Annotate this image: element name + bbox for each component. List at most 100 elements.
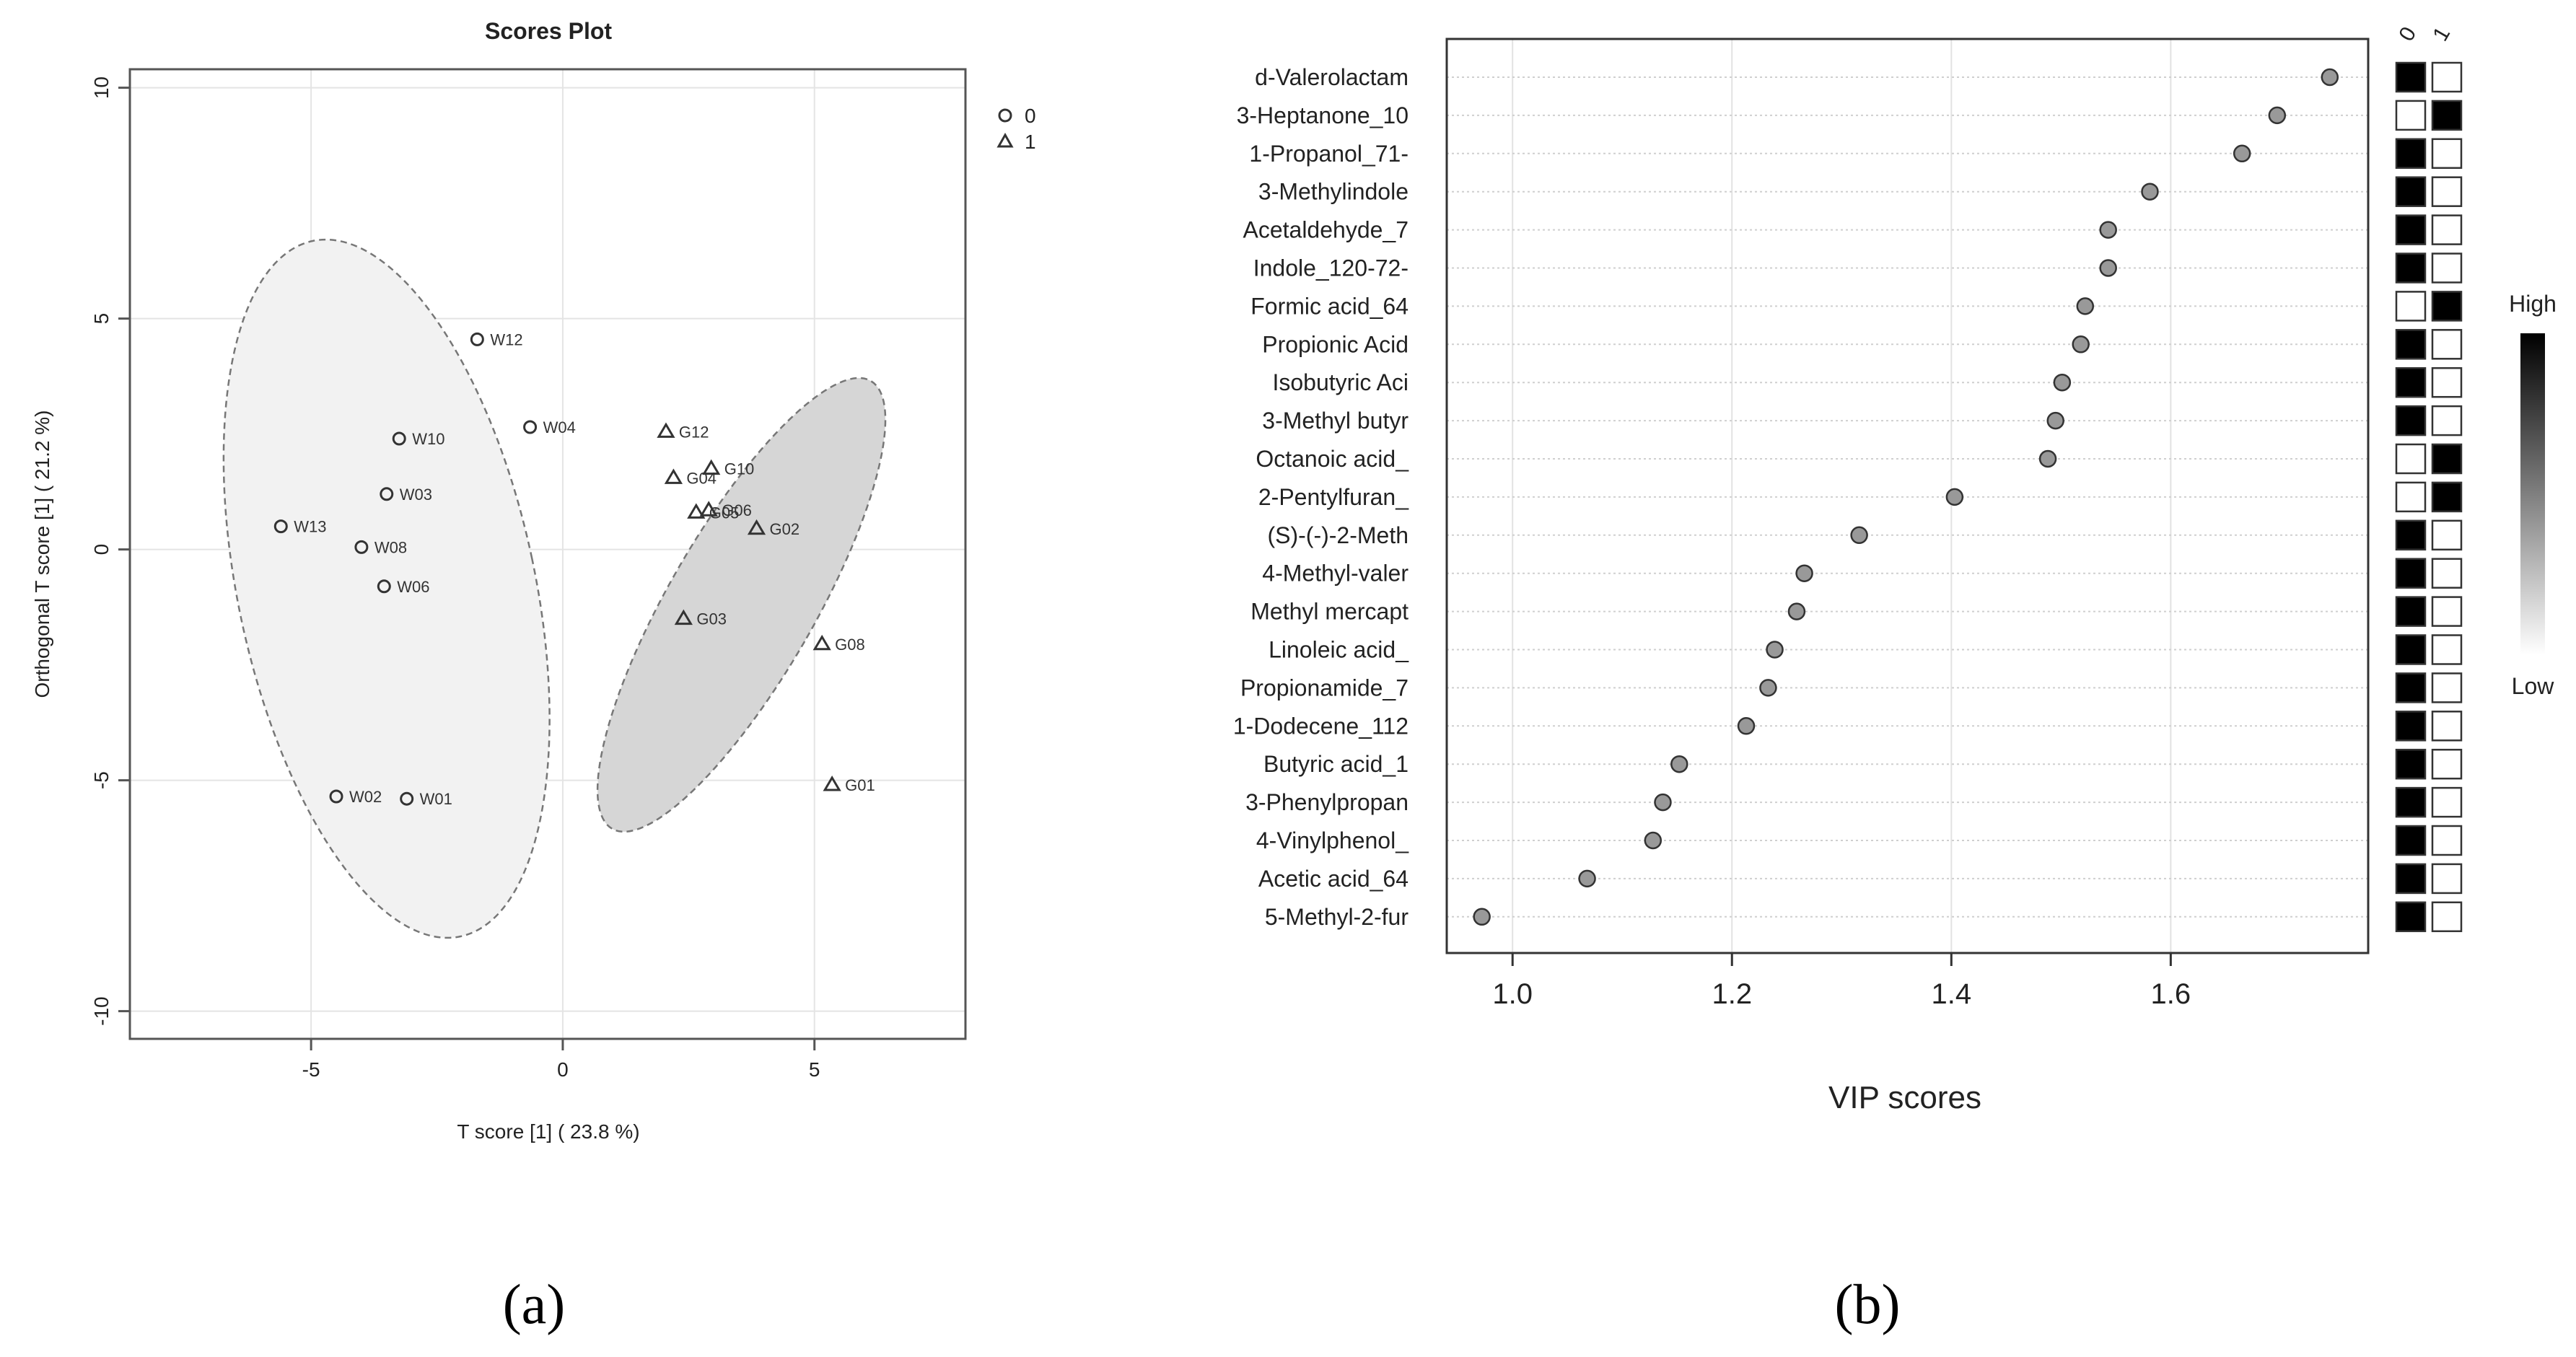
- heatmap-cell-group-1: [2431, 825, 2463, 856]
- vip-point: [1787, 602, 1806, 620]
- vip-x-axis: 1.0 1.2 1.4 1.6: [1492, 953, 2191, 1010]
- point-label-W04: W04: [543, 418, 576, 436]
- heatmap-cell-group-1: [2431, 901, 2463, 933]
- vip-point: [1759, 679, 1777, 697]
- heatmap-cell-group-0: [2395, 786, 2427, 818]
- vip-plot-panel: d-Valerolactam 3-Heptanone_10 1-Propanol_7…: [1233, 23, 2557, 1115]
- heatmap-cell-group-1: [2431, 176, 2463, 207]
- feature-label: Formic acid_64: [1250, 293, 1409, 319]
- point-label-G12: G12: [679, 423, 709, 441]
- scores-plot-frame: [128, 68, 967, 1040]
- vip-point: [2099, 259, 2117, 277]
- vip-point: [2076, 297, 2095, 315]
- vip-heatmap: [2395, 61, 2463, 933]
- legend-circle-symbol: [998, 108, 1012, 123]
- y-tick-label: 10: [90, 76, 113, 99]
- vip-point: [2099, 221, 2117, 239]
- heatmap-cell-group-1: [2431, 138, 2463, 170]
- feature-label: Methyl mercapt: [1250, 599, 1409, 625]
- heatmap-column-label-1: 1: [2428, 23, 2455, 45]
- y-tick-label: 5: [90, 313, 113, 325]
- heatmap-cell-group-0: [2395, 405, 2427, 436]
- point-label-G02: G02: [770, 520, 800, 538]
- point-W10: [392, 431, 406, 446]
- vip-point: [1670, 755, 1688, 773]
- x-tick-label: 1.4: [1932, 978, 1972, 1010]
- point-G06: [699, 501, 718, 517]
- point-W06: [377, 579, 391, 594]
- point-label-G06: G06: [722, 501, 752, 519]
- legend-label-1: 1: [1025, 131, 1036, 153]
- vip-point: [1945, 488, 1964, 506]
- confidence-ellipse-group-1: [596, 377, 887, 833]
- vip-point: [2046, 411, 2064, 430]
- colorbar-gradient: [2520, 333, 2545, 655]
- vip-point: [1654, 793, 1672, 812]
- panel-a-label: (a): [503, 1273, 566, 1335]
- heatmap-cell-group-1: [2431, 558, 2463, 589]
- heatmap-cell-group-0: [2395, 596, 2427, 627]
- heatmap-cell-group-1: [2431, 863, 2463, 895]
- heatmap-cell-group-1: [2431, 634, 2463, 665]
- heatmap-cell-group-1: [2431, 672, 2463, 703]
- legend-label-0: 0: [1025, 105, 1036, 127]
- heatmap-cell-group-1: [2431, 711, 2463, 742]
- point-label-G10: G10: [724, 460, 755, 478]
- vip-point: [2233, 144, 2251, 163]
- confidence-ellipse-group-0: [222, 238, 551, 939]
- feature-label: Indole_120-72-: [1253, 255, 1409, 281]
- feature-label: Propionamide_7: [1240, 675, 1409, 701]
- heatmap-cell-group-1: [2431, 61, 2463, 93]
- feature-label: 4-Methyl-valer: [1262, 561, 1409, 587]
- point-label-W10: W10: [412, 430, 444, 448]
- feature-label: (S)-(-)-2-Meth: [1267, 522, 1409, 548]
- x-tick-label: 5: [809, 1058, 820, 1081]
- point-label-W13: W13: [294, 518, 326, 536]
- point-G04: [664, 468, 683, 484]
- point-label-W02: W02: [349, 788, 382, 806]
- feature-label: Acetic acid_64: [1258, 866, 1409, 892]
- scores-plot-title: Scores Plot: [485, 18, 612, 44]
- vip-point: [1737, 717, 1756, 735]
- vip-point: [2053, 373, 2072, 392]
- vip-point: [1644, 831, 1662, 850]
- feature-label: 3-Phenylpropan: [1245, 789, 1409, 815]
- point-W01: [400, 791, 414, 806]
- scores-plot-y-label: Orthogonal T score [1] ( 21.2 %): [31, 410, 53, 698]
- vip-point: [1766, 641, 1784, 659]
- feature-label: Acetaldehyde_7: [1243, 217, 1409, 243]
- heatmap-cell-group-0: [2395, 672, 2427, 703]
- heatmap-cell-group-1: [2431, 214, 2463, 245]
- vip-point: [1795, 564, 1813, 582]
- feature-label: Butyric acid_1: [1263, 751, 1409, 777]
- legend-triangle-symbol: [996, 132, 1014, 148]
- feature-label: 3-Methyl butyr: [1262, 408, 1409, 434]
- feature-label: 1-Dodecene_112: [1233, 713, 1409, 739]
- heatmap-cell-group-0: [2395, 711, 2427, 742]
- point-W13: [273, 519, 288, 534]
- feature-label: Octanoic acid_: [1256, 446, 1409, 472]
- scores-plot-x-label: T score [1] ( 23.8 %): [457, 1120, 639, 1143]
- feature-label: Isobutyric Aci: [1272, 369, 1409, 395]
- vip-point: [1850, 526, 1868, 545]
- feature-label: 5-Methyl-2-fur: [1265, 904, 1409, 930]
- point-G02: [747, 519, 766, 535]
- heatmap-cell-group-0: [2395, 252, 2427, 284]
- panel-b-label: (b): [1835, 1273, 1901, 1335]
- point-G01: [823, 776, 841, 791]
- heatmap-cell-group-0: [2395, 519, 2427, 551]
- point-W03: [380, 487, 394, 501]
- heatmap-cell-group-0: [2395, 443, 2427, 475]
- heatmap-cell-group-0: [2395, 176, 2427, 207]
- x-tick-label: 0: [557, 1058, 569, 1081]
- heatmap-cell-group-1: [2431, 252, 2463, 284]
- heatmap-cell-group-1: [2431, 443, 2463, 475]
- heatmap-cell-group-1: [2431, 405, 2463, 436]
- scores-plot-ellipses: [222, 238, 887, 939]
- point-G12: [657, 422, 675, 438]
- scores-plot-axes: -5 0 5 -10 -5 0 5 10: [90, 76, 820, 1081]
- vip-point: [1473, 908, 1491, 926]
